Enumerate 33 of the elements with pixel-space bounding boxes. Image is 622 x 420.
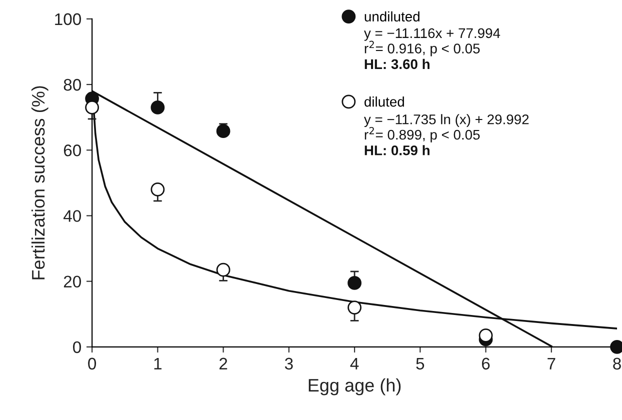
legend-label: diluted	[364, 96, 404, 107]
legend-label: undiluted	[364, 11, 420, 22]
x-tick-label: 4	[350, 358, 359, 370]
annotation: r$^{2}$= 0.899, p < 0.05	[364, 127, 480, 142]
y-tick-label: 100	[55, 13, 81, 26]
point	[216, 124, 230, 138]
y-tick-label: 0	[73, 341, 81, 354]
point	[150, 100, 165, 114]
point	[478, 328, 493, 342]
x-tick-label: 8	[613, 358, 621, 370]
x-tick-label: 1	[154, 358, 162, 370]
annotation: y = −11.116x + 77.994	[364, 28, 500, 41]
y-tick-label: 20	[64, 276, 81, 288]
x-tick-label: 6	[482, 358, 490, 370]
x-tick-label: 5	[416, 358, 424, 370]
y-tick-label: 40	[63, 210, 81, 222]
point	[85, 100, 99, 114]
annotation: y = −11.735 ln (x) + 29.992	[364, 114, 529, 128]
y-tick-label: 80	[64, 78, 81, 91]
x-axis-title: Egg age (h)	[308, 378, 401, 396]
x-tick-label: 2	[220, 358, 228, 370]
annotation: HL: 3.60 h	[364, 58, 430, 70]
point	[150, 182, 165, 196]
x-tick-label: 3	[284, 358, 293, 370]
point	[216, 262, 230, 277]
annotation: r$^{2}$= 0.916, p < 0.05	[364, 40, 480, 56]
annotation: HL: 0.59 h	[364, 145, 430, 156]
y-tick-label: 60	[64, 144, 81, 156]
x-tick-label: 7	[548, 358, 556, 370]
point	[348, 276, 362, 290]
y-axis-title: Fertilization success (%)	[31, 86, 48, 280]
point	[348, 300, 362, 314]
x-tick-label: 0	[88, 358, 96, 370]
